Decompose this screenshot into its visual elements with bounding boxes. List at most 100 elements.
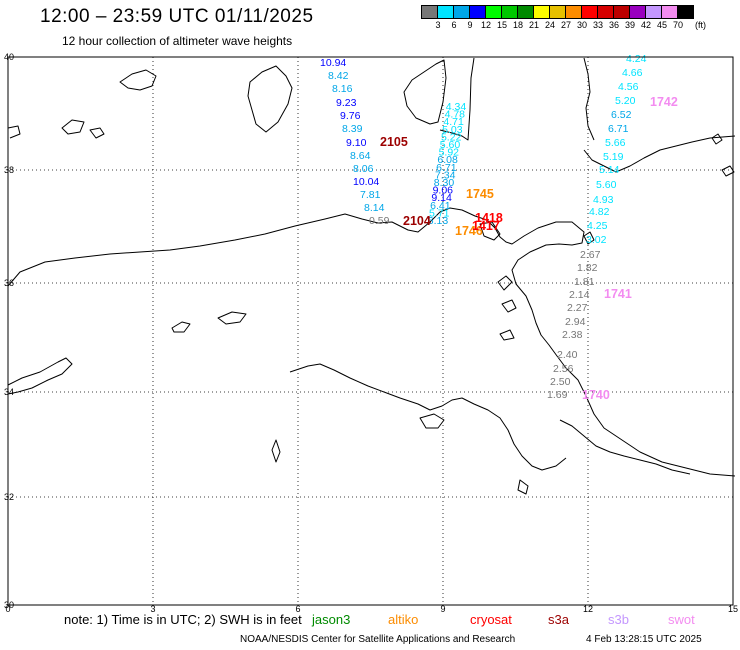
wave-height-label: 6.08 — [437, 154, 458, 166]
wave-height-label: 3.02 — [586, 234, 607, 246]
legend-unit: (ft) — [695, 20, 706, 30]
wave-height-label: 4.66 — [622, 67, 643, 79]
wave-height-label: 8.14 — [364, 202, 385, 214]
coastline-south-islands — [271, 413, 529, 495]
coastline-sicily-tip — [439, 57, 475, 141]
legend-tick-label: 39 — [624, 20, 636, 30]
pass-number-label: 2104 — [403, 214, 431, 228]
wave-height-label: 6.13 — [428, 215, 449, 227]
pass-number-label: 1418 — [475, 211, 503, 225]
wave-height-label: 9.23 — [336, 97, 357, 109]
legend-swatch — [677, 5, 694, 19]
page-title: 12:00 – 23:59 UTC 01/11/2025 — [40, 6, 314, 27]
legend-tick-label: 12 — [480, 20, 492, 30]
x-tick-label: 12 — [583, 604, 593, 614]
wave-height-label: 1.82 — [577, 262, 598, 274]
coastline-balearic — [61, 69, 157, 139]
legend-tick-label: 24 — [544, 20, 556, 30]
satellite-legend-altiko: altiko — [388, 612, 419, 627]
legend-tick-label: 30 — [576, 20, 588, 30]
color-scale-legend: 3 6 9 12 15 18 21 24 27 30 33 36 39 42 45 70 (ft) — [421, 5, 706, 32]
coastlines — [7, 57, 736, 495]
wave-height-label: 9.76 — [340, 110, 361, 122]
wave-height-label: 6.41 — [430, 200, 451, 212]
wave-height-label: 2.40 — [557, 349, 578, 361]
pass-number-label: 1741 — [604, 287, 632, 301]
wave-height-label: 8.39 — [342, 123, 363, 135]
footer-credit: NOAA/NESDIS Center for Satellite Applica… — [240, 634, 516, 645]
wave-height-label: 5.71 — [429, 207, 450, 219]
wave-height-label: 0.59 — [369, 215, 390, 227]
coastline-east-gulf — [559, 419, 691, 475]
legend-tick-label: 36 — [608, 20, 620, 30]
wave-height-label: 5.22 — [441, 131, 462, 143]
wave-height-label: 2.27 — [567, 302, 588, 314]
wave-height-label: 10.94 — [320, 57, 346, 69]
legend-swatches — [421, 5, 694, 19]
wave-height-label: 1.69 — [547, 389, 568, 401]
wave-height-label: 8.16 — [332, 83, 353, 95]
y-tick-label: 32 — [4, 492, 14, 502]
wave-height-label: 6.52 — [611, 109, 632, 121]
wave-height-label: 5.60 — [596, 179, 617, 191]
wave-height-label: 8.64 — [350, 150, 371, 162]
legend-tick-label: 42 — [640, 20, 652, 30]
wave-height-label: 5.20 — [615, 95, 636, 107]
pass-number-label: 1746 — [455, 224, 483, 238]
wave-height-label: 8.30 — [434, 177, 455, 189]
coastline-crete-small — [171, 311, 247, 333]
wave-height-label: 5.92 — [439, 147, 460, 159]
coastline-east-mainland — [583, 135, 736, 173]
coastline-cape-bon — [479, 221, 501, 241]
wave-height-label: 10.04 — [353, 176, 379, 188]
wave-height-label: 2.38 — [562, 329, 583, 341]
y-tick-label: 34 — [4, 387, 14, 397]
x-tick-label: 9 — [440, 604, 445, 614]
satellite-legend-jason3: jason3 — [312, 612, 351, 627]
footer-timestamp: 4 Feb 13:28:15 UTC 2025 — [586, 634, 702, 645]
y-tick-label: 38 — [4, 165, 14, 175]
legend-tick-label: 15 — [496, 20, 508, 30]
legend-labels: 3 6 9 12 15 18 21 24 27 30 33 36 39 42 45 70 (ft) — [421, 20, 706, 32]
satellite-legend-s3b: s3b — [608, 612, 629, 627]
wave-height-label: 4.82 — [589, 206, 610, 218]
satellite-legend-cryosat: cryosat — [470, 612, 512, 627]
wave-height-label: 4.56 — [618, 81, 639, 93]
legend-tick-label: 27 — [560, 20, 572, 30]
wave-height-label: 4.25 — [587, 220, 608, 232]
coastline-north-africa — [7, 207, 736, 477]
wave-height-label: 5.19 — [603, 151, 624, 163]
wave-height-label: 6.71 — [608, 123, 629, 135]
coastline-greece-west — [583, 57, 595, 141]
pass-number-label: 2105 — [380, 135, 408, 149]
legend-tick-label: 18 — [512, 20, 524, 30]
wave-height-label: 5.60 — [440, 139, 461, 151]
pass-number-label: 1745 — [466, 187, 494, 201]
satellite-legend-s3a: s3a — [548, 612, 569, 627]
legend-tick-label: 45 — [656, 20, 668, 30]
pass-number-label: 1740 — [582, 388, 610, 402]
x-tick-label: 3 — [150, 604, 155, 614]
legend-tick-label: 3 — [435, 20, 441, 30]
legend-tick-label: 33 — [592, 20, 604, 30]
wave-height-label: 4.34 — [446, 101, 467, 113]
pass-number-label: 1417 — [472, 219, 500, 233]
wave-height-label: 7.81 — [360, 189, 381, 201]
map-frame — [7, 56, 734, 606]
coastline-sardinia — [247, 65, 293, 133]
wave-height-label: 6.71 — [436, 162, 457, 174]
satellite-legend-swot: swot — [668, 612, 695, 627]
wave-height-label: 5.66 — [605, 137, 626, 149]
x-tick-label: 15 — [728, 604, 738, 614]
coastline-iberia-tip — [7, 125, 21, 139]
legend-tick-label: 21 — [528, 20, 540, 30]
coastline-sicily-west — [403, 59, 447, 125]
coastline-south-peninsula — [289, 363, 567, 471]
x-tick-label: 6 — [295, 604, 300, 614]
y-tick-label: 36 — [4, 278, 14, 288]
wave-height-label: 2.14 — [569, 289, 590, 301]
wave-height-label: 4.71 — [443, 116, 464, 128]
wave-height-label: 5.03 — [442, 124, 463, 136]
